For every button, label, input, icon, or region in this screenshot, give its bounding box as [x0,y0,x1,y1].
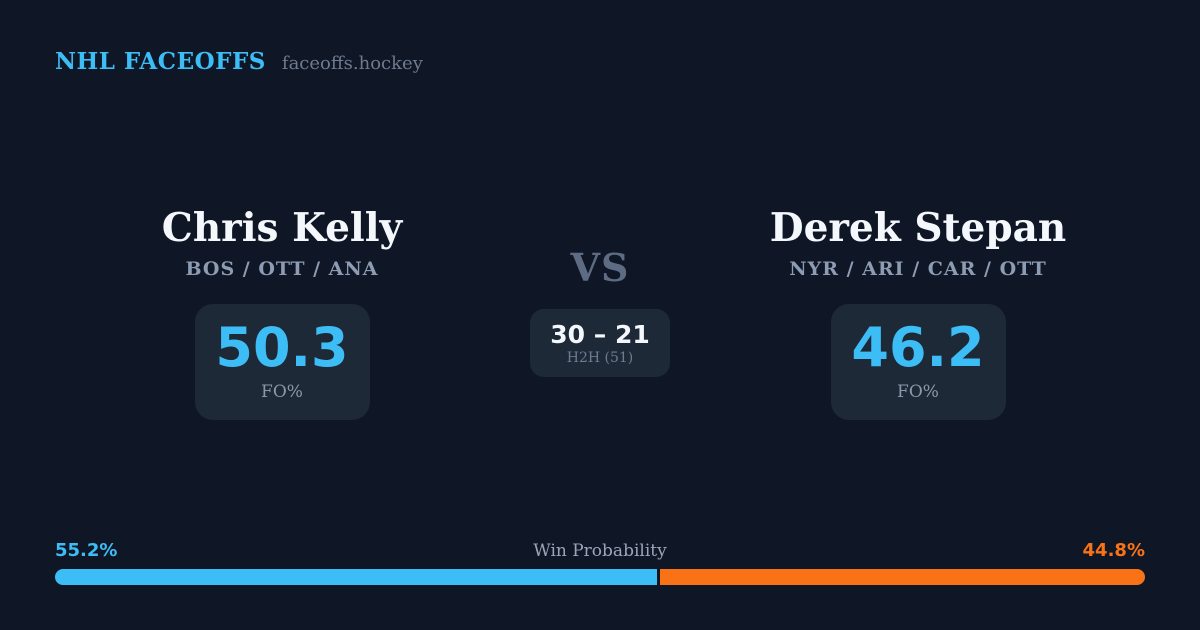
site-url: faceoffs.hockey [281,53,423,74]
player-right-stat-card: 46.2 FO% [830,303,1006,420]
vs-label: VS [570,245,630,290]
win-probability-labels: 55.2% Win Probability 44.8% [55,540,1145,561]
win-prob-title: Win Probability [533,541,667,561]
player-right: Derek Stepan NYR / ARI / CAR / OTT 46.2 … [691,205,1145,420]
win-probability-section: 55.2% Win Probability 44.8% [55,540,1145,585]
win-prob-left-pct: 55.2% [55,540,118,561]
player-right-fo-pct: 46.2 [851,316,985,380]
win-bar-left-segment [55,569,657,585]
player-left-stat-label: FO% [261,382,303,403]
matchup-center: VS 30 – 21 H2H (51) [509,205,691,420]
player-left-name: Chris Kelly [161,205,403,251]
win-prob-right-pct: 44.8% [1082,540,1145,561]
h2h-score: 30 – 21 [550,319,650,349]
player-left-stat-card: 50.3 FO% [194,303,370,420]
brand-logo: NHL FACEOFFS [55,48,266,75]
player-left-teams: BOS / OTT / ANA [185,257,379,280]
h2h-label: H2H (51) [566,350,634,367]
player-left-fo-pct: 50.3 [215,316,349,380]
player-right-teams: NYR / ARI / CAR / OTT [789,257,1047,280]
header: NHL FACEOFFS faceoffs.hockey [55,48,1145,75]
win-bar-right-segment [659,569,1145,585]
h2h-card: 30 – 21 H2H (51) [530,308,670,378]
win-probability-bar [55,569,1145,585]
player-right-stat-label: FO% [897,382,939,403]
player-right-name: Derek Stepan [769,205,1067,251]
matchup-section: Chris Kelly BOS / OTT / ANA 50.3 FO% VS … [55,205,1145,420]
player-left: Chris Kelly BOS / OTT / ANA 50.3 FO% [55,205,509,420]
